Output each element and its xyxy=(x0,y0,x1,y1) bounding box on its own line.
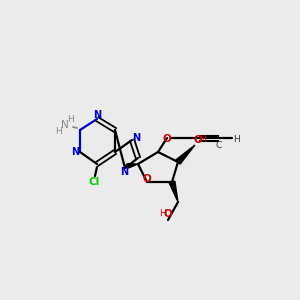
Text: H: H xyxy=(159,209,165,218)
Text: N: N xyxy=(93,110,101,120)
Polygon shape xyxy=(176,145,195,164)
Text: C: C xyxy=(216,142,222,151)
Polygon shape xyxy=(169,181,178,202)
Text: N: N xyxy=(120,167,128,177)
Text: O: O xyxy=(194,135,202,145)
Text: Cl: Cl xyxy=(88,177,100,187)
Text: N: N xyxy=(132,133,140,143)
Text: H: H xyxy=(56,128,62,136)
Text: O: O xyxy=(164,209,172,219)
Text: N: N xyxy=(71,147,79,157)
Text: N: N xyxy=(61,120,69,130)
Text: H: H xyxy=(67,116,73,124)
Text: H: H xyxy=(232,134,239,143)
Text: O: O xyxy=(142,174,152,184)
Text: O: O xyxy=(163,134,171,144)
Text: H: H xyxy=(200,134,206,143)
